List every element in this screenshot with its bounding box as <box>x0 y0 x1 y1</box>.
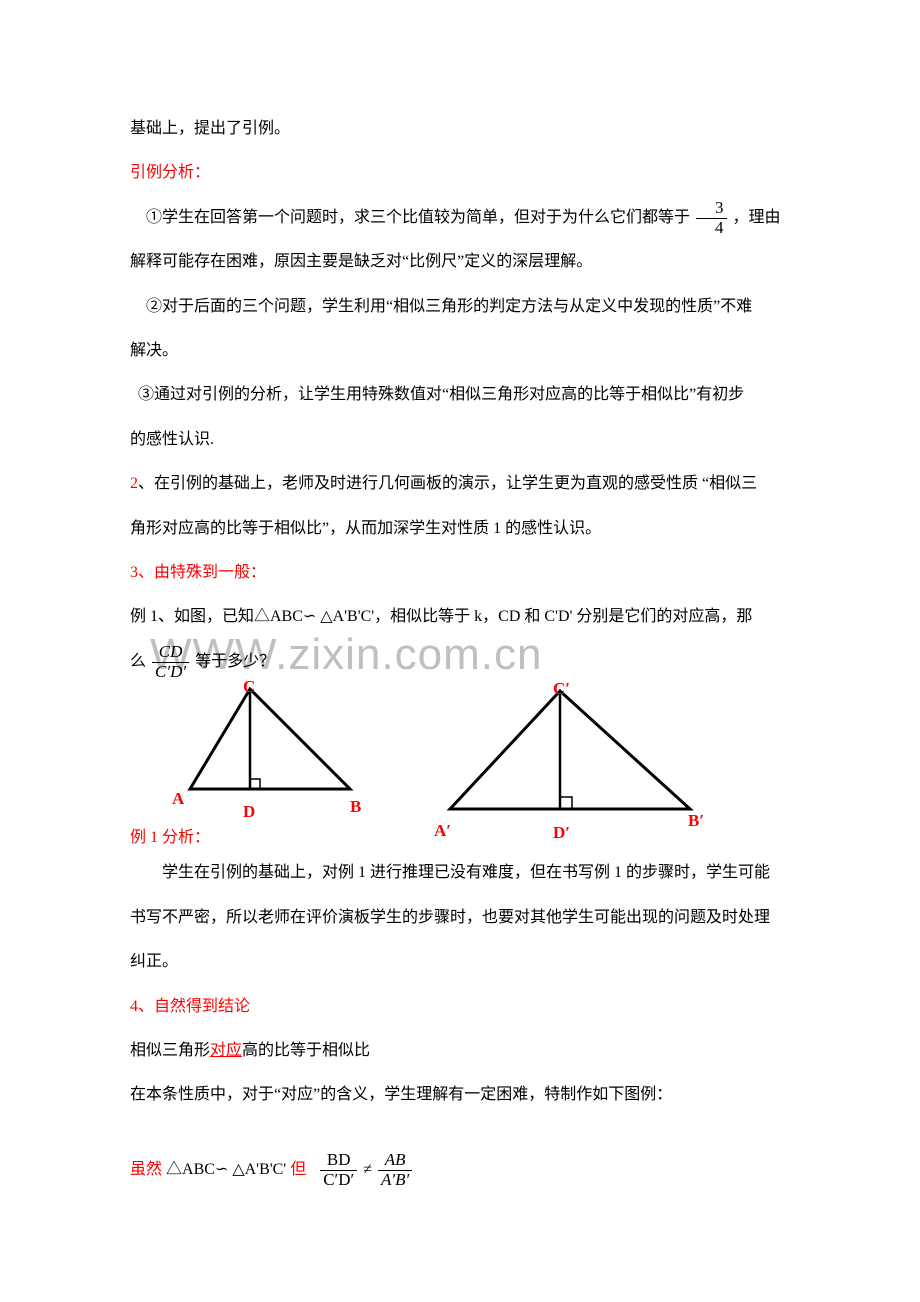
figure-triangles: A B C D A′ B′ C′ D′ 例 1 分析： <box>130 679 790 854</box>
p-ex1-analysis-c: 纠正。 <box>130 943 790 981</box>
label-C: C <box>243 667 255 708</box>
text-sim: △ABC∽ △A'B'C' <box>166 1161 290 1178</box>
label-Ap: A′ <box>434 811 451 852</box>
heading-step3: 3、由特殊到一般： <box>130 554 790 592</box>
text: 相似三角形 <box>130 1042 210 1059</box>
text: 等于多少？ <box>195 653 275 670</box>
text: ，理由 <box>733 209 781 226</box>
label-A: A <box>172 779 184 820</box>
p-ex1-analysis-b: 书写不严密，所以老师在评价演板学生的步骤时，也要对其他学生可能出现的问题及时处理 <box>130 899 790 937</box>
triangle-abc-svg <box>170 679 370 809</box>
heading-step4: 4、自然得到结论 <box>130 988 790 1026</box>
spacer <box>130 1121 790 1151</box>
label-Dp: D′ <box>553 813 570 854</box>
text: 高的比等于相似比 <box>242 1042 370 1059</box>
p-formula-line: 虽然 △ABC∽ △A'B'C' 但 BD C′D′ ≠ AB A′B′ <box>130 1151 790 1190</box>
p-analysis-3a: ③通过对引例的分析，让学生用特殊数值对“相似三角形对应高的比等于相似比”有初步 <box>130 376 790 414</box>
triangle-apbpcp: A′ B′ C′ D′ <box>430 679 720 844</box>
fraction-3-4: 3 4 <box>696 199 727 237</box>
p-analysis-2b: 解决。 <box>130 332 790 370</box>
heading-example-analysis: 引例分析： <box>130 154 790 192</box>
p-analysis-2a: ②对于后面的三个问题，学生利用“相似三角形的判定方法与从定义中发现的性质”不难 <box>130 288 790 326</box>
triangle-abc: A B C D <box>170 679 370 824</box>
p-analysis-1a: ①学生在回答第一个问题时，求三个比值较为简单，但对于为什么它们都等于 3 4 ，… <box>130 199 790 238</box>
triangle-apbpcp-svg <box>430 679 720 829</box>
p-analysis-3b: 的感性认识. <box>130 421 790 459</box>
p-example1a: 例 1、如图，已知△ABC∽ △A'B'C'，相似比等于 k，CD 和 C'D'… <box>130 598 790 636</box>
p-conclusion: 相似三角形对应高的比等于相似比 <box>130 1032 790 1070</box>
p-example1b: 么 CD C′D′ 等于多少？ <box>130 643 790 682</box>
text: ①学生在回答第一个问题时，求三个比值较为简单，但对于为什么它们都等于 <box>146 209 690 226</box>
label-example1-analysis: 例 1 分析： <box>130 819 210 857</box>
p-ex1-analysis-a: 学生在引例的基础上，对例 1 进行推理已没有难度，但在书写例 1 的步骤时，学生… <box>130 854 790 892</box>
label-B: B <box>350 787 361 828</box>
fraction-cd-cpdp: CD C′D′ <box>152 643 189 681</box>
p-step2b: 角形对应高的比等于相似比”，从而加深学生对性质 1 的感性认识。 <box>130 510 790 548</box>
text-duiying: 对应 <box>210 1042 242 1059</box>
text-dan: 但 <box>290 1161 306 1178</box>
label-Cp: C′ <box>553 669 570 710</box>
step2-number: 2 <box>130 475 138 492</box>
neq-sign: ≠ <box>363 1161 372 1178</box>
p-note: 在本条性质中，对于“对应”的含义，学生理解有一定困难，特制作如下图例： <box>130 1076 790 1114</box>
p-cont-from-prev: 基础上，提出了引例。 <box>130 110 790 148</box>
label-D: D <box>243 792 255 833</box>
text-suiran: 虽然 <box>130 1161 162 1178</box>
fraction-ab-apbp: AB A′B′ <box>378 1151 412 1189</box>
text: 么 <box>130 653 146 670</box>
p-step2a: 2、在引例的基础上，老师及时进行几何画板的演示，让学生更为直观的感受性质 “相似… <box>130 465 790 503</box>
fraction-bd-cpdp: BD C′D′ <box>320 1151 357 1189</box>
label-Bp: B′ <box>688 801 704 842</box>
text: 、在引例的基础上，老师及时进行几何画板的演示，让学生更为直观的感受性质 “相似三 <box>138 475 757 492</box>
p-analysis-1b: 解释可能存在困难，原因主要是缺乏对“比例尺”定义的深层理解。 <box>130 243 790 281</box>
